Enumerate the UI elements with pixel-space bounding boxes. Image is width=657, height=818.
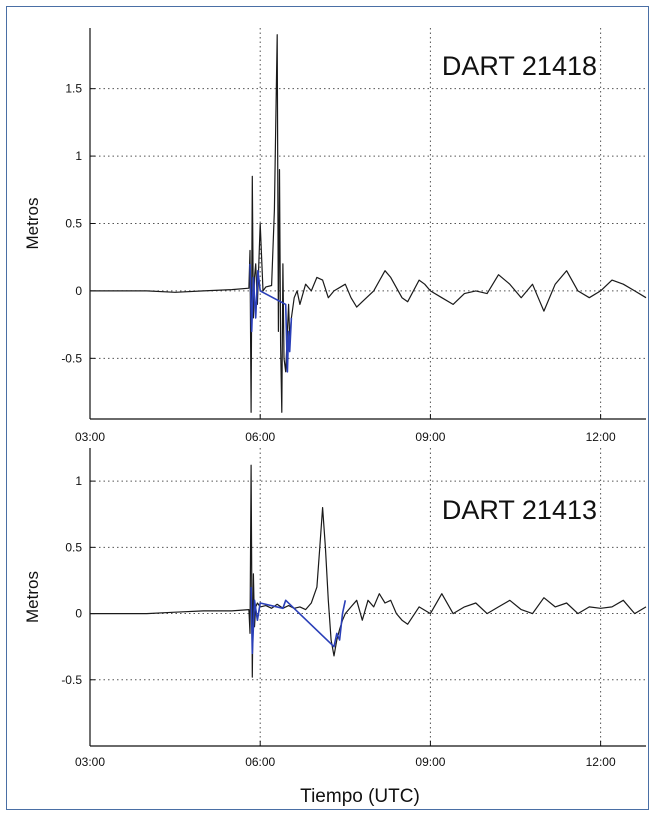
series-line-highlight [249,263,293,373]
y-tick-label: 0 [75,607,82,621]
y-tick-label: 1.5 [65,82,82,96]
y-tick-label: -0.5 [61,351,82,365]
series-line-observed [90,34,647,413]
x-tick-label: 03:00 [75,755,105,769]
y-axis-label: Metros [23,571,42,623]
y-tick-label: 0.5 [65,217,82,231]
chart-title: DART 21418 [442,51,597,81]
y-tick-label: 0 [75,284,82,298]
x-axis-label: Tiempo (UTC) [300,786,420,807]
x-tick-label: 12:00 [586,430,616,444]
x-tick-label: 06:00 [245,755,275,769]
y-tick-label: 1 [75,149,82,163]
x-tick-label: 06:00 [245,430,275,444]
x-tick-label: 09:00 [415,755,445,769]
figure-frame [6,6,649,810]
y-axis-label: Metros [23,198,42,250]
y-tick-label: 1 [75,474,82,488]
y-tick-label: -0.5 [61,673,82,687]
series-line-highlight [250,587,347,655]
x-tick-label: 09:00 [415,430,445,444]
x-tick-label: 03:00 [75,430,105,444]
x-tick-label: 12:00 [586,755,616,769]
chart-title: DART 21413 [442,495,597,525]
y-tick-label: 0.5 [65,540,82,554]
